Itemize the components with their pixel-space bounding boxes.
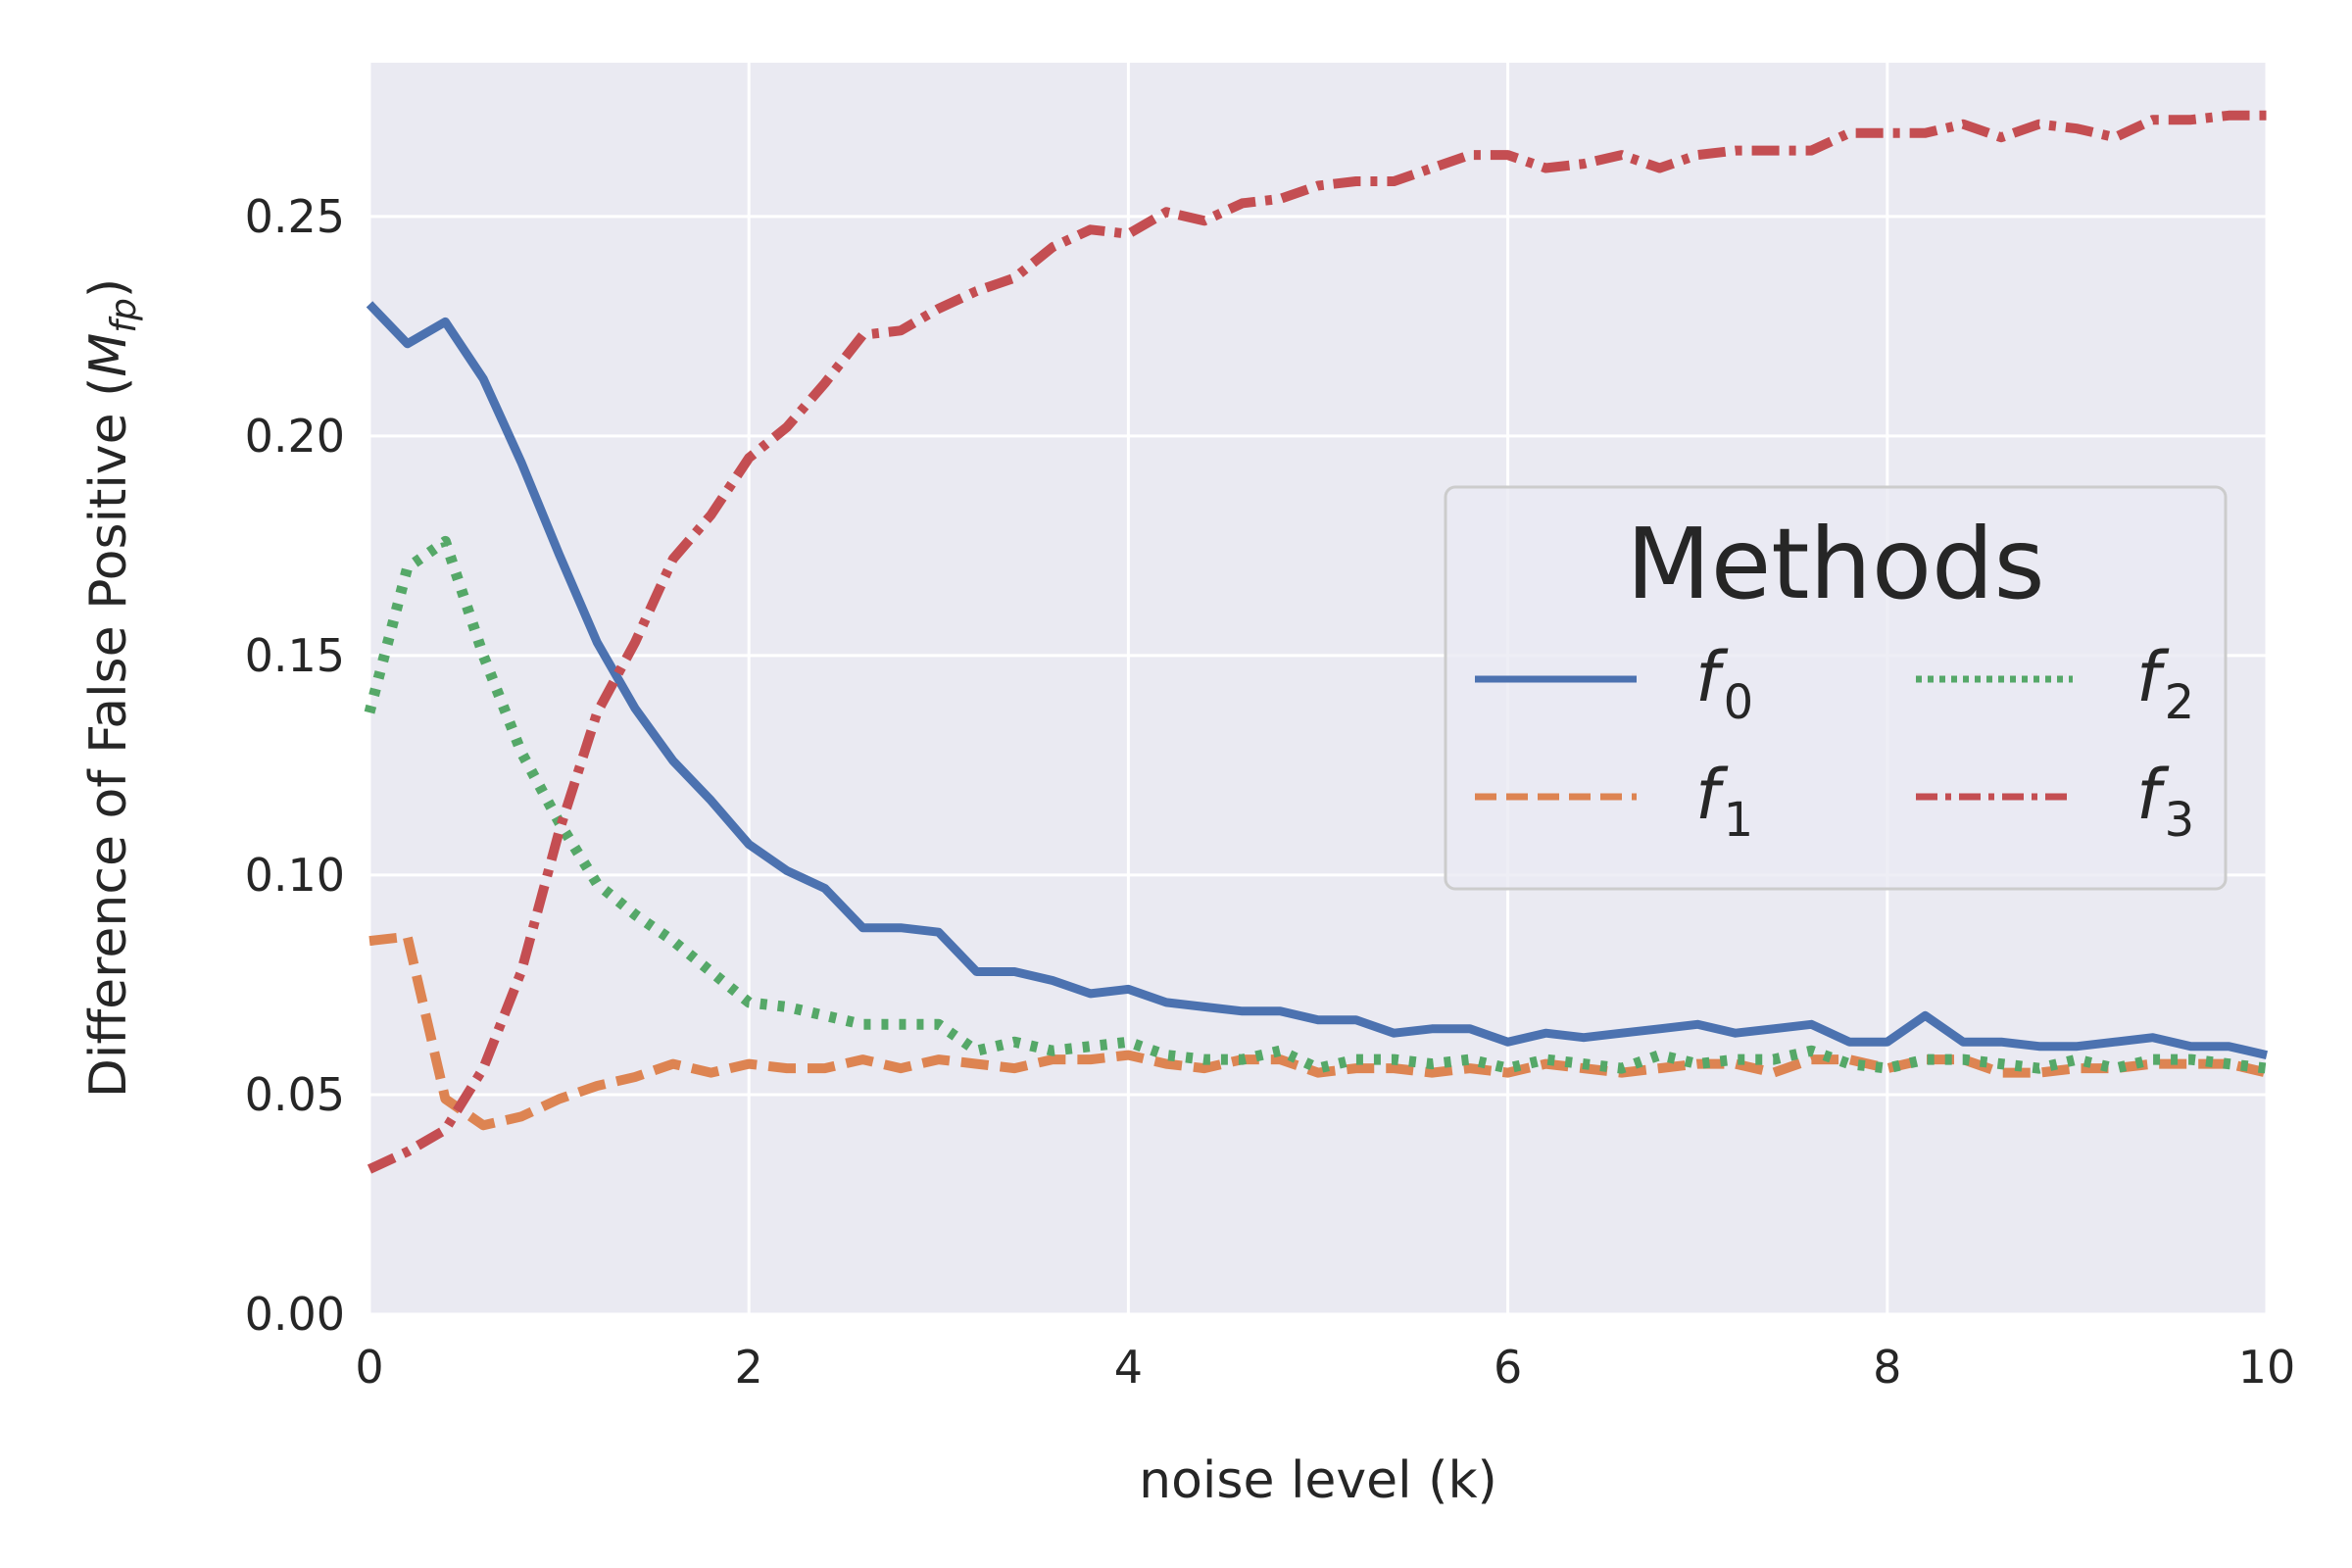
y-tick-label: 0.10 [245, 849, 345, 902]
x-tick-label: 4 [1114, 1341, 1143, 1394]
y-tick-label: 0.20 [245, 410, 345, 463]
legend-title: Methods [1626, 507, 2044, 621]
legend-box [1444, 485, 2228, 891]
x-tick-label: 0 [355, 1341, 383, 1394]
y-tick-label: 0.25 [245, 190, 345, 243]
ticks: 0 2 4 6 8 10 0.00 0.05 0.10 0.15 0.20 0.25 [245, 190, 2296, 1394]
y-tick-label: 0.05 [245, 1068, 345, 1121]
series-line-f2 [364, 535, 2268, 1074]
series-line-f0 [366, 301, 2269, 1059]
x-axis-label: noise level (k) [1139, 1451, 1497, 1510]
y-axis-label: Difference of False Positive (Mfp) [79, 278, 144, 1098]
series-line-f3 [367, 110, 2267, 1174]
x-tick-label: 2 [735, 1341, 763, 1394]
legend-label-f3: f3 [2136, 755, 2194, 848]
legend-label-f2: f2 [2136, 637, 2194, 730]
series-layer [364, 110, 2269, 1174]
x-tick-label: 8 [1873, 1341, 1901, 1394]
y-tick-label: 0.00 [245, 1288, 345, 1341]
x-tick-label: 6 [1494, 1341, 1522, 1394]
y-tick-label: 0.15 [245, 629, 345, 682]
x-tick-label: 10 [2238, 1341, 2296, 1394]
